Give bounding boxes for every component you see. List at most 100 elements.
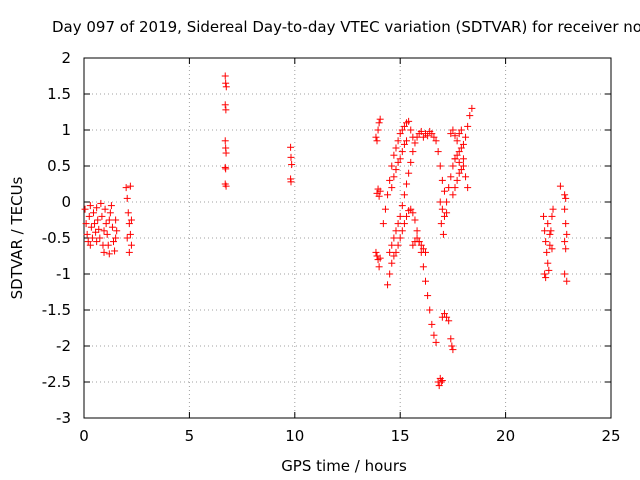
data-point bbox=[392, 248, 400, 256]
data-point bbox=[222, 79, 230, 87]
data-point bbox=[386, 176, 394, 184]
data-point bbox=[455, 169, 463, 177]
data-point bbox=[542, 238, 550, 246]
data-point bbox=[111, 247, 119, 255]
data-point bbox=[453, 137, 461, 145]
data-point bbox=[424, 292, 432, 300]
data-point bbox=[438, 176, 446, 184]
data-point bbox=[287, 178, 295, 186]
data-point bbox=[430, 331, 438, 339]
data-point bbox=[123, 194, 131, 202]
data-point bbox=[222, 165, 230, 173]
data-point bbox=[432, 137, 440, 145]
data-point bbox=[400, 140, 408, 148]
y-tick-label: 1.5 bbox=[47, 85, 71, 103]
data-point bbox=[104, 241, 112, 249]
data-point bbox=[440, 310, 448, 318]
data-point bbox=[403, 137, 411, 145]
data-point bbox=[396, 212, 404, 220]
data-point bbox=[426, 306, 434, 314]
data-point bbox=[439, 230, 447, 238]
data-point bbox=[103, 230, 111, 238]
data-point bbox=[388, 162, 396, 170]
data-point bbox=[443, 209, 451, 217]
data-point bbox=[287, 153, 295, 161]
data-point bbox=[390, 173, 398, 181]
data-point bbox=[540, 212, 548, 220]
data-point bbox=[562, 245, 570, 253]
data-point bbox=[447, 173, 455, 181]
data-point bbox=[97, 199, 105, 207]
data-point bbox=[421, 277, 429, 285]
data-point bbox=[428, 320, 436, 328]
data-point bbox=[445, 317, 453, 325]
data-point bbox=[405, 117, 413, 125]
data-point bbox=[372, 248, 380, 256]
data-point bbox=[81, 205, 89, 213]
data-point bbox=[386, 248, 394, 256]
data-point bbox=[398, 148, 406, 156]
data-point bbox=[82, 220, 90, 228]
data-point bbox=[123, 234, 131, 242]
data-point bbox=[388, 184, 396, 192]
data-point bbox=[561, 238, 569, 246]
data-point bbox=[434, 148, 442, 156]
data-point bbox=[100, 248, 108, 256]
data-point bbox=[430, 133, 438, 141]
data-point bbox=[386, 270, 394, 278]
data-point bbox=[440, 212, 448, 220]
data-point bbox=[457, 126, 465, 134]
data-point bbox=[544, 259, 552, 267]
data-point bbox=[403, 180, 411, 188]
data-point bbox=[373, 137, 381, 145]
data-point bbox=[106, 209, 114, 217]
y-tick-label: -1 bbox=[56, 265, 71, 283]
data-point bbox=[222, 106, 230, 114]
data-point bbox=[546, 230, 554, 238]
data-point bbox=[388, 259, 396, 267]
data-point bbox=[93, 204, 101, 212]
data-point bbox=[376, 115, 384, 123]
data-point bbox=[407, 158, 415, 166]
data-point bbox=[448, 342, 456, 350]
data-point bbox=[436, 198, 444, 206]
data-point bbox=[287, 143, 295, 151]
data-point bbox=[100, 227, 108, 235]
data-point bbox=[411, 139, 419, 147]
data-point bbox=[127, 216, 135, 224]
data-point bbox=[562, 194, 570, 202]
data-point bbox=[398, 227, 406, 235]
data-point bbox=[437, 378, 445, 386]
data-point bbox=[464, 122, 472, 130]
data-point bbox=[443, 313, 451, 321]
data-points bbox=[81, 72, 571, 390]
data-point bbox=[421, 248, 429, 256]
data-point bbox=[126, 230, 134, 238]
data-point bbox=[379, 220, 387, 228]
data-point bbox=[381, 205, 389, 213]
y-tick-label: -3 bbox=[56, 409, 71, 427]
data-point bbox=[445, 184, 453, 192]
data-point bbox=[440, 187, 448, 195]
data-point bbox=[221, 101, 229, 109]
data-point bbox=[453, 176, 461, 184]
data-point bbox=[459, 162, 467, 170]
data-point bbox=[394, 220, 402, 228]
data-point bbox=[94, 216, 102, 224]
data-point bbox=[390, 252, 398, 260]
data-point bbox=[447, 130, 455, 138]
data-point bbox=[98, 212, 106, 220]
data-point bbox=[92, 228, 100, 236]
data-point bbox=[455, 130, 463, 138]
data-point bbox=[546, 241, 554, 249]
data-point bbox=[400, 122, 408, 130]
data-point bbox=[405, 169, 413, 177]
data-point bbox=[548, 245, 556, 253]
data-point bbox=[396, 155, 404, 163]
data-point bbox=[288, 161, 296, 169]
data-point bbox=[96, 234, 104, 242]
data-point bbox=[411, 216, 419, 224]
data-point bbox=[222, 182, 230, 190]
data-point bbox=[221, 137, 229, 145]
